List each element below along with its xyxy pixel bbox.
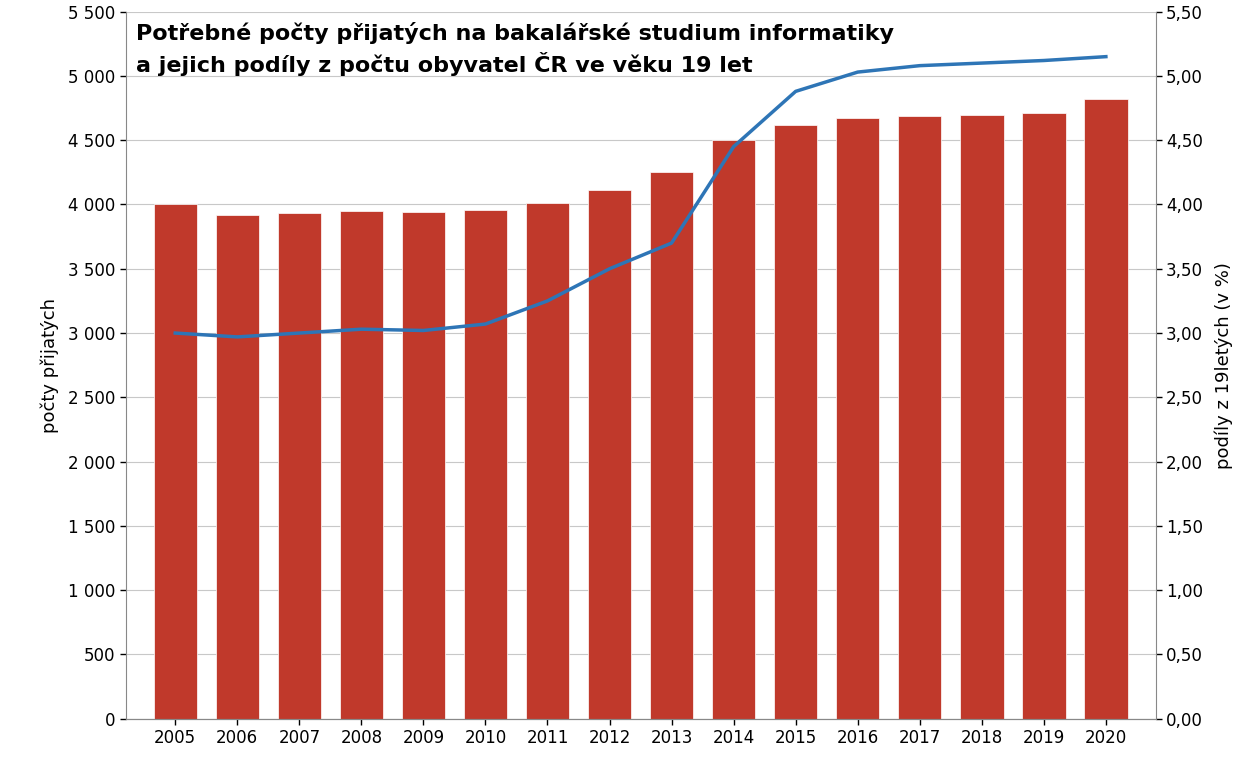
Bar (526, 204, 569, 719)
Bar (278, 214, 322, 719)
Bar (153, 204, 197, 719)
Text: Potřebné počty přijatých na bakalářské studium informatiky
a jejich podíly z poč: Potřebné počty přijatých na bakalářské s… (136, 23, 894, 76)
Y-axis label: podíly z 19letých (v %): podíly z 19letých (v %) (1215, 262, 1232, 469)
Bar (649, 172, 693, 719)
Bar (774, 125, 818, 719)
Bar (402, 212, 445, 719)
Bar (960, 114, 1004, 719)
Bar (712, 140, 755, 719)
Bar (898, 116, 942, 719)
Bar (463, 210, 507, 719)
Bar (836, 118, 879, 719)
Bar (216, 214, 259, 719)
Bar (1084, 99, 1128, 719)
Bar (339, 211, 383, 719)
Bar (1022, 113, 1065, 719)
Bar (588, 190, 632, 719)
Y-axis label: počty přijatých: počty přijatých (41, 298, 59, 433)
